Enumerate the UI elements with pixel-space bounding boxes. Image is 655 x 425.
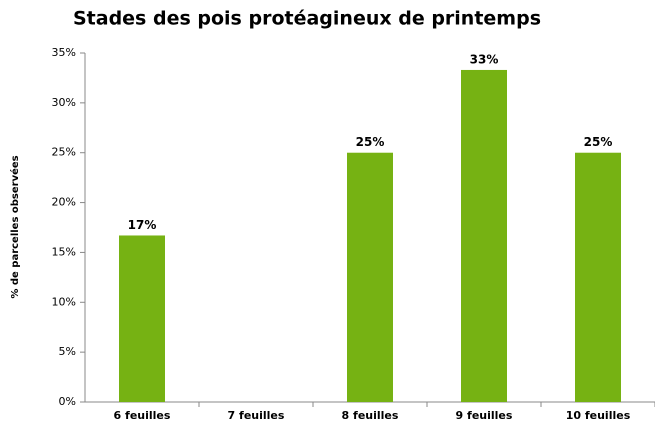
y-tick-label: 30% [52,96,76,109]
y-tick-label: 0% [59,395,76,408]
bar [347,152,393,402]
y-tick-label: 25% [52,146,76,159]
bar [575,152,621,402]
bar [119,235,165,402]
y-tick-label: 5% [59,345,76,358]
y-tick-label: 20% [52,196,76,209]
value-label: 17% [128,218,157,232]
value-label: 25% [356,135,385,149]
value-label: 33% [470,52,499,66]
bar [461,69,507,403]
x-tick-label: 10 feuilles [566,409,631,422]
chart-title: Stades des pois protéagineux de printemp… [73,8,541,30]
x-tick-label: 6 feuilles [114,409,171,422]
y-axis-label: % de parcelles observées [9,155,21,298]
value-label: 25% [584,135,613,149]
x-tick-label: 8 feuilles [342,409,399,422]
y-tick-label: 10% [52,295,76,308]
x-tick-label: 9 feuilles [456,409,513,422]
y-tick-label: 35% [52,46,76,59]
x-tick-label: 7 feuilles [228,409,285,422]
y-tick-label: 15% [52,245,76,258]
